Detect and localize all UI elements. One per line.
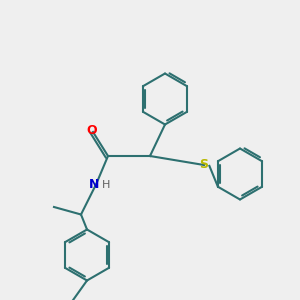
Text: S: S	[200, 158, 208, 172]
Text: N: N	[89, 178, 100, 191]
Text: O: O	[86, 124, 97, 137]
Text: H: H	[102, 179, 111, 190]
